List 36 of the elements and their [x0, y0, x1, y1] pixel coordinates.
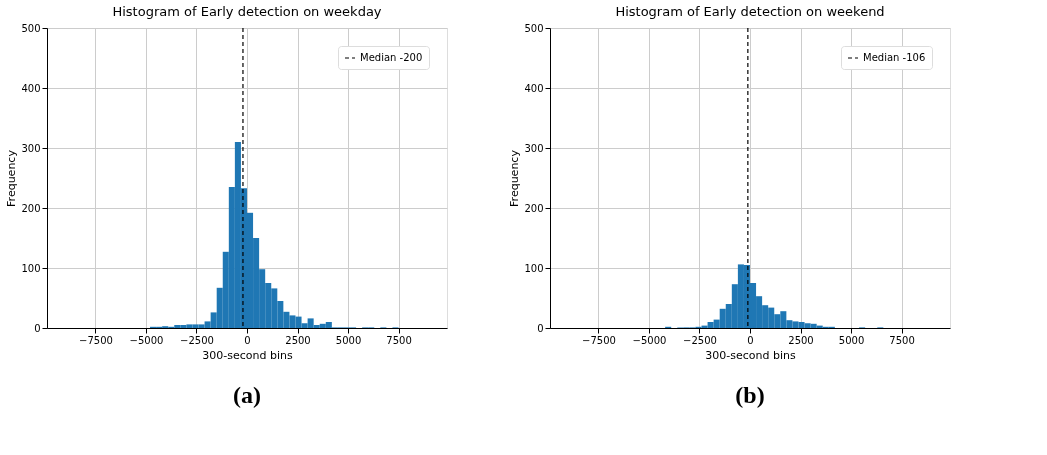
y-tick-label: 100	[524, 262, 544, 274]
ref-line-label: Median -106	[863, 52, 926, 63]
y-tick-label: 400	[21, 82, 41, 94]
y-tick-label: 0	[537, 322, 544, 334]
text: (a)	[233, 382, 261, 408]
y-tick-label: 200	[524, 202, 544, 214]
y-tick-label: 400	[524, 82, 544, 94]
x-tick-label: −2500	[180, 334, 214, 346]
x-tick-label: 0	[244, 334, 251, 346]
x-axis-title: 300-second bins	[202, 348, 293, 362]
x-tick-label: 2500	[788, 334, 814, 346]
y-tick-label: 300	[21, 142, 41, 154]
chart-title: Histogram of Early detection on weekday	[112, 4, 382, 19]
ref-line-label: Median -200	[360, 52, 423, 63]
x-tick-label: 2500	[285, 334, 311, 346]
chart-title: Histogram of Early detection on weekend	[615, 4, 885, 19]
y-tick-label: 100	[21, 262, 41, 274]
x-axis-title: 300-second bins	[705, 348, 796, 362]
y-tick-label: 500	[524, 22, 544, 34]
x-tick-label: 7500	[386, 334, 412, 346]
y-axis-title: Frequency	[508, 149, 522, 207]
x-tick-label: 7500	[889, 334, 915, 346]
x-tick-label: −2500	[683, 334, 717, 346]
x-tick-label: −7500	[582, 334, 616, 346]
text: (b)	[735, 382, 765, 408]
x-tick-label: 5000	[838, 334, 865, 346]
y-tick-label: 300	[524, 142, 544, 154]
x-tick-label: 5000	[335, 334, 362, 346]
x-tick-label: −5000	[129, 334, 164, 346]
x-tick-label: −7500	[79, 334, 113, 346]
x-tick-label: −5000	[632, 334, 667, 346]
y-axis-title: Frequency	[5, 149, 19, 207]
y-tick-label: 0	[34, 322, 41, 334]
x-tick-label: 0	[747, 334, 754, 346]
y-tick-label: 200	[21, 202, 41, 214]
y-tick-label: 500	[21, 22, 41, 34]
